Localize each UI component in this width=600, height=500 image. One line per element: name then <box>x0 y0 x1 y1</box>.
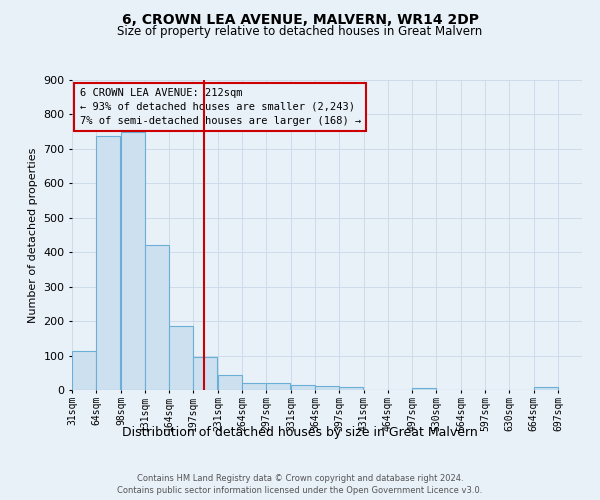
Bar <box>96 136 120 390</box>
Bar <box>145 246 169 390</box>
Bar <box>72 351 96 390</box>
Bar <box>169 326 193 390</box>
Bar <box>242 383 266 390</box>
Bar <box>266 383 290 390</box>
Text: 6, CROWN LEA AVENUE, MALVERN, WR14 2DP: 6, CROWN LEA AVENUE, MALVERN, WR14 2DP <box>121 12 479 26</box>
Bar <box>412 388 436 390</box>
Bar <box>121 132 145 390</box>
Bar <box>291 385 315 390</box>
Y-axis label: Number of detached properties: Number of detached properties <box>28 148 38 322</box>
Bar <box>193 358 217 390</box>
Bar <box>534 387 558 390</box>
Bar <box>339 386 363 390</box>
Bar <box>315 386 339 390</box>
Text: Contains HM Land Registry data © Crown copyright and database right 2024.
Contai: Contains HM Land Registry data © Crown c… <box>118 474 482 495</box>
Text: 6 CROWN LEA AVENUE: 212sqm
← 93% of detached houses are smaller (2,243)
7% of se: 6 CROWN LEA AVENUE: 212sqm ← 93% of deta… <box>80 88 361 126</box>
Text: Size of property relative to detached houses in Great Malvern: Size of property relative to detached ho… <box>118 25 482 38</box>
Text: Distribution of detached houses by size in Great Malvern: Distribution of detached houses by size … <box>122 426 478 439</box>
Bar <box>218 374 242 390</box>
